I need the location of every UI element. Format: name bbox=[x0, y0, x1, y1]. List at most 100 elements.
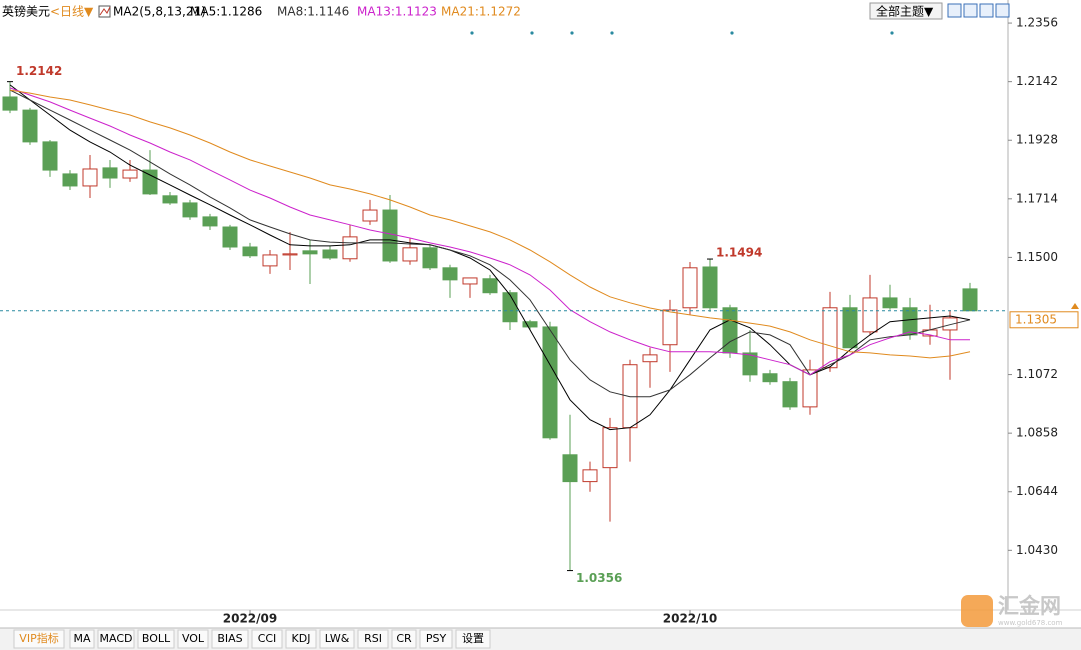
candle-body bbox=[102, 167, 118, 179]
annotation: 1.0356 bbox=[576, 571, 622, 585]
theme-button-label: 全部主题▼ bbox=[876, 4, 934, 19]
toolbar-tab[interactable] bbox=[391, 629, 417, 649]
event-marker[interactable] bbox=[570, 31, 574, 35]
candle-body bbox=[122, 169, 138, 179]
y-tick-label: 1.0644 bbox=[1016, 484, 1058, 498]
y-tick-label: 1.1928 bbox=[1016, 133, 1058, 147]
candle-body bbox=[282, 253, 298, 256]
candle-body bbox=[322, 249, 338, 259]
candle-body bbox=[562, 454, 578, 483]
toolbar-tab-label: BOLL bbox=[142, 632, 171, 645]
candle-body bbox=[342, 236, 358, 260]
toolbar-tab[interactable] bbox=[137, 629, 175, 649]
candle-body bbox=[62, 173, 78, 187]
toolbar-tab-label: MACD bbox=[100, 632, 133, 645]
toolbar-tab-label: MA bbox=[73, 632, 90, 645]
candle-body bbox=[962, 288, 978, 312]
period-selector[interactable]: <日线▼ bbox=[50, 5, 94, 19]
candle-body bbox=[482, 278, 498, 294]
zoom-in-icon[interactable] bbox=[947, 3, 962, 18]
candle-body bbox=[362, 209, 378, 222]
y-tick-label: 1.1072 bbox=[1016, 367, 1058, 381]
y-tick-label: 1.2356 bbox=[1016, 16, 1058, 30]
candle-body bbox=[522, 321, 538, 328]
candle-body bbox=[842, 307, 858, 349]
y-tick-label: 1.0858 bbox=[1016, 426, 1058, 440]
candle-body bbox=[682, 267, 698, 309]
watermark-name: 汇金网 bbox=[998, 594, 1061, 618]
toolbar-tab-label: CR bbox=[396, 632, 412, 645]
y-tick-label: 1.1500 bbox=[1016, 250, 1058, 264]
toolbar-tab-label: PSY bbox=[426, 632, 447, 645]
toolbar-tab-label: KDJ bbox=[292, 632, 311, 645]
legend-entry: MA21:1.1272 bbox=[441, 5, 521, 19]
indicator-icon[interactable] bbox=[98, 5, 111, 18]
candle-body bbox=[762, 373, 778, 383]
candle-body bbox=[422, 247, 438, 269]
toolbar-tab[interactable] bbox=[319, 629, 355, 649]
annotation: 1.1494 bbox=[716, 246, 762, 260]
candle-body bbox=[242, 246, 258, 257]
toolbar-tab-label: RSI bbox=[364, 632, 382, 645]
y-tick-label: 1.0430 bbox=[1016, 543, 1058, 557]
toolbar-tab[interactable] bbox=[455, 629, 491, 649]
last-price-box bbox=[1009, 311, 1079, 329]
candle-body bbox=[222, 226, 238, 248]
candle-body bbox=[442, 267, 458, 281]
last-price-label: 1.1305 bbox=[1015, 312, 1057, 326]
candle-body bbox=[502, 292, 518, 323]
toolbar-tab[interactable] bbox=[357, 629, 389, 649]
event-marker[interactable] bbox=[890, 31, 894, 35]
toolbar-tab[interactable] bbox=[97, 629, 135, 649]
x-tick-label: 2022/09 bbox=[223, 612, 277, 626]
price-arrow bbox=[1071, 303, 1079, 309]
event-markers bbox=[470, 31, 894, 35]
legend-entry: MA8:1.1146 bbox=[277, 5, 349, 19]
candle-body bbox=[702, 266, 718, 309]
watermark-url: www.gold678.com bbox=[998, 619, 1063, 627]
candle-body bbox=[742, 352, 758, 376]
zoom-out-icon[interactable] bbox=[963, 3, 978, 18]
y-tick-label: 1.2142 bbox=[1016, 74, 1058, 88]
candle-body bbox=[302, 250, 318, 255]
candle-body bbox=[862, 297, 878, 333]
event-marker[interactable] bbox=[530, 31, 534, 35]
candle-body bbox=[582, 469, 598, 483]
toolbar-tab-label: LW& bbox=[325, 632, 350, 645]
candle-body bbox=[882, 297, 898, 309]
scroll-left-icon[interactable] bbox=[979, 3, 994, 18]
candle-body bbox=[942, 317, 958, 331]
toolbar-tab[interactable] bbox=[177, 629, 209, 649]
candle-body bbox=[642, 354, 658, 363]
annotation: 1.2142 bbox=[16, 64, 62, 78]
candle-body bbox=[802, 369, 818, 408]
toolbar-tab[interactable] bbox=[211, 629, 249, 649]
toolbar-tab[interactable] bbox=[251, 629, 283, 649]
ma-line bbox=[9, 89, 971, 359]
toolbar-tab[interactable] bbox=[285, 629, 317, 649]
candle-body bbox=[262, 254, 278, 267]
candle-body bbox=[402, 247, 418, 262]
candle-body bbox=[182, 202, 198, 218]
toolbar-tab[interactable] bbox=[419, 629, 453, 649]
toolbar-tab[interactable] bbox=[69, 629, 95, 649]
view-icons bbox=[947, 3, 1010, 18]
event-marker[interactable] bbox=[730, 31, 734, 35]
candle-body bbox=[142, 169, 158, 195]
candle-body bbox=[902, 307, 918, 336]
scroll-right-icon[interactable] bbox=[995, 3, 1010, 18]
legend-entry: MA5:1.1286 bbox=[190, 5, 262, 19]
legend-entry: MA13:1.1123 bbox=[357, 5, 437, 19]
theme-button[interactable] bbox=[869, 2, 943, 20]
chart-title: 英镑美元 bbox=[2, 4, 50, 19]
toolbar-tab-label: BIAS bbox=[217, 632, 242, 645]
toolbar-tab[interactable] bbox=[13, 629, 65, 649]
candle-body bbox=[82, 168, 98, 187]
candle-body bbox=[22, 109, 38, 143]
indicator-icon-line bbox=[99, 6, 111, 16]
candle-body bbox=[662, 309, 678, 346]
event-marker[interactable] bbox=[470, 31, 474, 35]
event-marker[interactable] bbox=[610, 31, 614, 35]
